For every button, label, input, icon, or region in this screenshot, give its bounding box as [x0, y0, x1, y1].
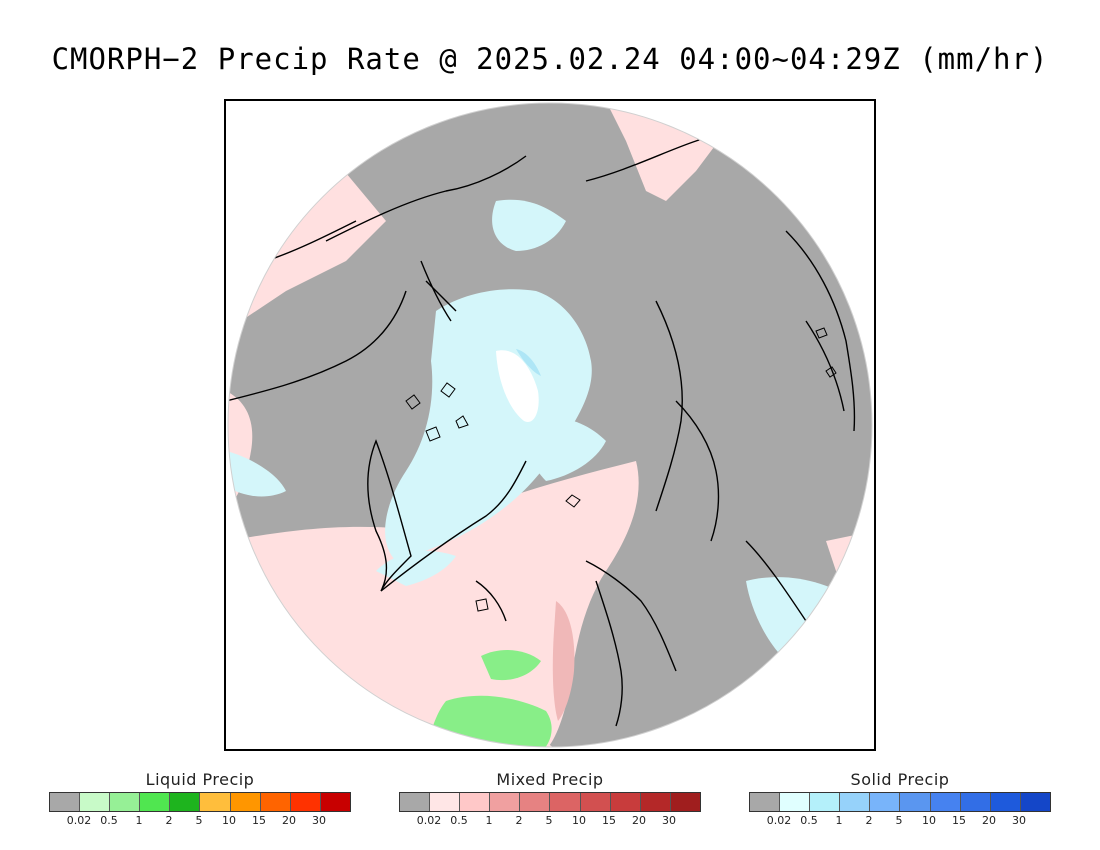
- map-title: CMORPH−2 Precip Rate @ 2025.02.24 04:00~…: [51, 42, 1049, 76]
- tick-label: 5: [195, 814, 203, 827]
- color-swatch: [840, 793, 871, 811]
- tick-label: 0.02: [416, 814, 442, 827]
- color-swatch: [780, 793, 811, 811]
- color-swatch: [810, 793, 841, 811]
- tick-labels: 0.02 0.5 1 2 5 10 15 20 30: [399, 814, 701, 830]
- color-swatch: [930, 793, 961, 811]
- tick-label: 0.5: [100, 814, 118, 827]
- color-swatch: [320, 793, 350, 811]
- color-swatch: [960, 793, 991, 811]
- color-bar: [749, 792, 1051, 812]
- color-swatch: [50, 793, 81, 811]
- color-swatch: [290, 793, 321, 811]
- tick-label: 5: [545, 814, 553, 827]
- tick-label: 15: [252, 814, 266, 827]
- solid-precip-barents: [525, 417, 606, 481]
- color-swatch: [1020, 793, 1050, 811]
- color-swatch: [900, 793, 931, 811]
- tick-label: 2: [865, 814, 873, 827]
- color-swatch: [200, 793, 231, 811]
- tick-labels: 0.02 0.5 1 2 5 10 15 20 30: [49, 814, 351, 830]
- color-swatch: [80, 793, 111, 811]
- legend-title: Solid Precip: [850, 770, 950, 789]
- color-swatch: [580, 793, 611, 811]
- solid-precip-west: [228, 451, 286, 497]
- color-bar: [399, 792, 701, 812]
- color-swatch: [490, 793, 521, 811]
- tick-label: 1: [135, 814, 143, 827]
- tick-label: 20: [282, 814, 296, 827]
- tick-labels: 0.02 0.5 1 2 5 10 15 20 30: [749, 814, 1051, 830]
- color-swatch: [520, 793, 551, 811]
- color-swatch: [400, 793, 431, 811]
- legend-title: Liquid Precip: [145, 770, 255, 789]
- tick-label: 20: [632, 814, 646, 827]
- color-swatch: [230, 793, 261, 811]
- islands: [405, 327, 837, 612]
- tick-label: 15: [602, 814, 616, 827]
- color-swatch: [460, 793, 491, 811]
- mixed-precip-norway-coast: [552, 601, 575, 721]
- color-swatch: [870, 793, 901, 811]
- solid-precip-siberia-coast: [492, 199, 566, 251]
- color-swatch: [170, 793, 201, 811]
- tick-label: 0.5: [450, 814, 468, 827]
- tick-label: 30: [312, 814, 326, 827]
- tick-label: 0.5: [800, 814, 818, 827]
- tick-label: 2: [515, 814, 523, 827]
- color-swatch: [430, 793, 461, 811]
- liquid-precip-north-sea: [481, 649, 541, 681]
- tick-label: 10: [572, 814, 586, 827]
- tick-label: 20: [982, 814, 996, 827]
- color-swatch: [990, 793, 1021, 811]
- solid-precip-greenland-sea: [376, 551, 456, 586]
- tick-label: 30: [662, 814, 676, 827]
- legend-mixed: Mixed Precip 0.02 0.5 1 2 5 10 15 20 30: [399, 770, 701, 830]
- mixed-precip-northwest: [228, 161, 386, 331]
- color-swatch: [750, 793, 781, 811]
- color-swatch: [140, 793, 171, 811]
- solid-precip-central-arctic: [385, 289, 592, 561]
- tick-label: 5: [895, 814, 903, 827]
- map-disc-edge: [227, 102, 873, 748]
- color-swatch: [640, 793, 671, 811]
- color-swatch: [550, 793, 581, 811]
- polar-precip-map: [224, 99, 876, 751]
- solid-precip-pole-clear: [496, 350, 539, 422]
- tick-label: 10: [922, 814, 936, 827]
- legend-title: Mixed Precip: [496, 770, 604, 789]
- polar-map-svg: [227, 102, 873, 748]
- color-bar: [49, 792, 351, 812]
- solid-precip-moderate: [516, 349, 541, 376]
- color-swatch: [260, 793, 291, 811]
- color-swatch: [110, 793, 141, 811]
- legend-liquid: Liquid Precip 0.02 0.5 1 2 5 10 15 20 30: [49, 770, 351, 830]
- tick-label: 1: [835, 814, 843, 827]
- legend-solid: Solid Precip 0.02 0.5 1 2 5 10 15 20 30: [749, 770, 1051, 830]
- tick-label: 1: [485, 814, 493, 827]
- color-swatch: [610, 793, 641, 811]
- tick-label: 0.02: [66, 814, 92, 827]
- tick-label: 0.02: [766, 814, 792, 827]
- color-swatch: [670, 793, 700, 811]
- tick-label: 2: [165, 814, 173, 827]
- tick-label: 10: [222, 814, 236, 827]
- tick-label: 15: [952, 814, 966, 827]
- tick-label: 30: [1012, 814, 1026, 827]
